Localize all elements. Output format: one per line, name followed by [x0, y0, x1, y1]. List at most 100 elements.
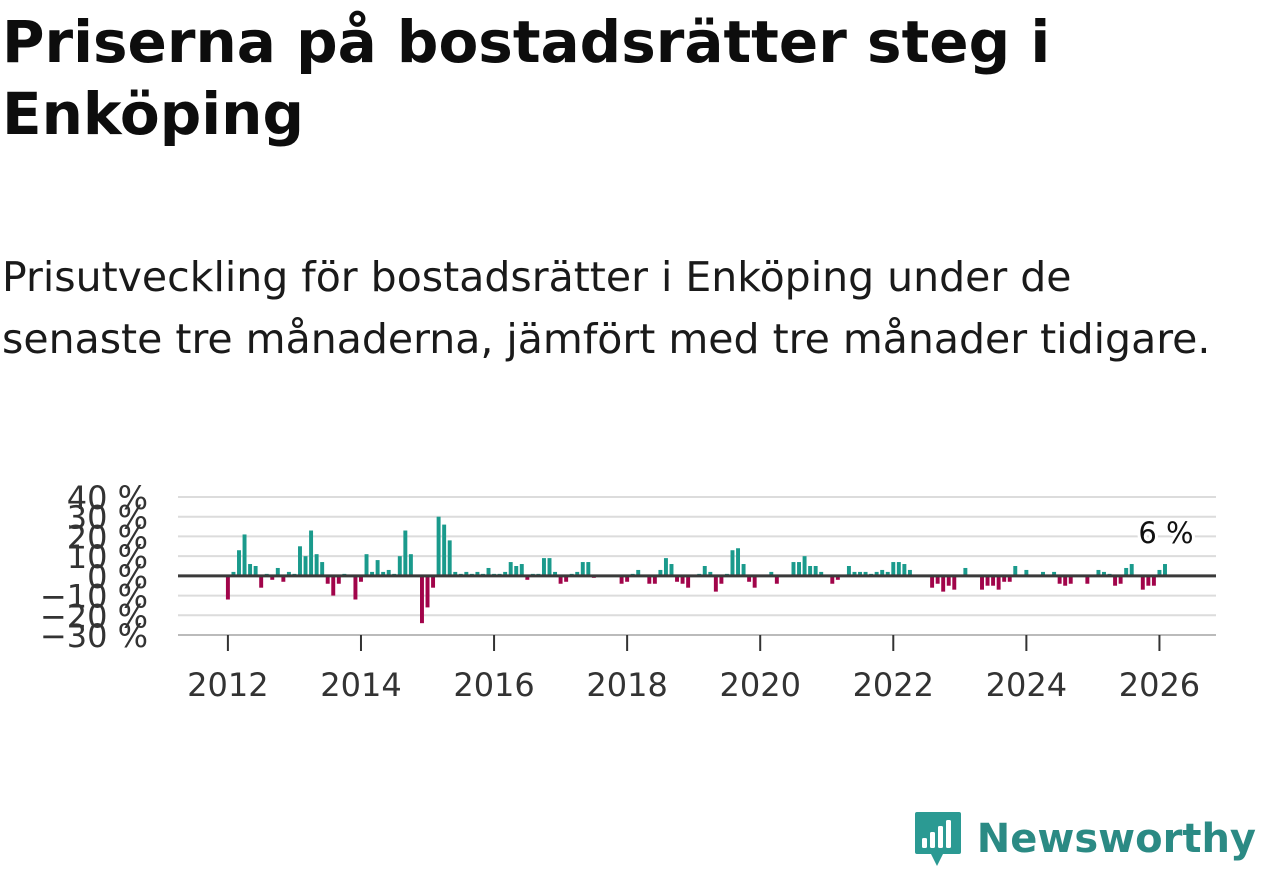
bar	[797, 562, 801, 576]
x-axis: 2012 2014 2016 2018 2020 2022 2024 2026	[178, 634, 1216, 704]
bar	[736, 548, 741, 576]
bar	[985, 575, 990, 586]
bar	[486, 567, 491, 576]
bar	[547, 558, 552, 576]
bar	[381, 571, 386, 576]
bar	[880, 569, 885, 576]
brand-logo: Newsworthy	[913, 809, 1256, 869]
y-tick-label: 40 %	[67, 479, 148, 517]
bar	[1007, 575, 1012, 582]
bar	[336, 575, 341, 584]
bar	[1157, 569, 1162, 576]
bar	[364, 554, 369, 576]
bar	[863, 571, 868, 576]
bar	[237, 550, 241, 576]
bar	[1013, 566, 1018, 576]
bar	[1002, 575, 1007, 582]
bar	[669, 564, 674, 576]
bar-chart: −30 %−20 %−10 %0 %10 %20 %30 %40 % 2012 2…	[40, 479, 1216, 704]
bar	[225, 575, 230, 600]
bar	[835, 575, 840, 580]
bar	[464, 571, 469, 576]
x-tick-label: 2022	[853, 666, 934, 704]
bar	[370, 571, 375, 576]
bar	[586, 562, 591, 576]
brand-name: Newsworthy	[976, 816, 1256, 862]
x-tick-label: 2024	[986, 666, 1067, 704]
bar	[1085, 575, 1090, 584]
y-tick-label: −30 %	[40, 617, 148, 655]
bar	[719, 575, 724, 584]
bar	[652, 575, 657, 584]
chart-title: Priserna på bostadsrätter steg i Enköpin…	[2, 8, 1051, 148]
bar	[791, 562, 796, 576]
bar	[1102, 571, 1106, 576]
bar	[442, 524, 447, 576]
bar	[1129, 564, 1134, 576]
y-tick-label: 20 %	[67, 518, 148, 556]
bar	[453, 571, 458, 576]
data-labels: 6 %	[1135, 513, 1196, 553]
bar	[1140, 575, 1145, 590]
bar	[930, 575, 935, 588]
last-value-label: 6 %	[1138, 516, 1193, 550]
grid-lines	[178, 496, 1216, 636]
bar	[431, 575, 436, 588]
bar	[1096, 569, 1101, 576]
bar	[508, 562, 513, 576]
newsworthy-logo-icon	[914, 812, 961, 866]
bar	[558, 575, 563, 584]
bar	[747, 575, 752, 582]
bar	[813, 566, 818, 576]
bar	[902, 564, 907, 576]
y-tick-label: 10 %	[67, 538, 148, 576]
bar	[991, 575, 996, 586]
bar	[852, 571, 857, 576]
bar	[270, 575, 275, 580]
bar	[519, 564, 524, 576]
bar	[963, 567, 968, 576]
bar	[713, 575, 718, 592]
bar	[891, 562, 896, 576]
bar	[309, 530, 314, 576]
bar	[675, 575, 680, 582]
bar	[946, 575, 951, 586]
y-axis-ticks: −30 %−20 %−10 %0 %10 %20 %30 %40 %	[40, 479, 148, 655]
bar	[425, 575, 430, 608]
bar	[314, 554, 319, 576]
bar	[231, 571, 236, 576]
bar	[514, 566, 519, 576]
bar	[359, 575, 363, 582]
bar	[447, 540, 452, 576]
bar	[575, 571, 580, 576]
bar-series	[225, 516, 1167, 624]
bar	[580, 562, 585, 576]
bar	[475, 571, 480, 576]
bar	[1163, 564, 1167, 576]
bar	[625, 575, 630, 582]
bar	[1118, 575, 1123, 584]
bar	[1068, 575, 1073, 584]
bar	[386, 569, 391, 576]
bar	[952, 575, 957, 590]
bar	[1113, 575, 1118, 586]
bar	[541, 558, 546, 576]
bar	[564, 575, 569, 582]
bar	[802, 556, 807, 576]
bar	[325, 575, 330, 584]
bar	[636, 569, 641, 576]
x-tick-label: 2016	[453, 666, 534, 704]
bar	[253, 566, 258, 576]
bar	[303, 556, 308, 576]
bar	[808, 566, 813, 576]
bar	[658, 569, 663, 576]
bar	[436, 516, 441, 576]
y-tick-label: 30 %	[67, 499, 148, 537]
bar	[242, 534, 247, 576]
bar	[996, 575, 1001, 590]
bar	[248, 564, 253, 576]
bar	[647, 575, 652, 584]
y-tick-label: −20 %	[40, 597, 148, 635]
bar	[375, 560, 380, 576]
bar	[980, 575, 984, 590]
